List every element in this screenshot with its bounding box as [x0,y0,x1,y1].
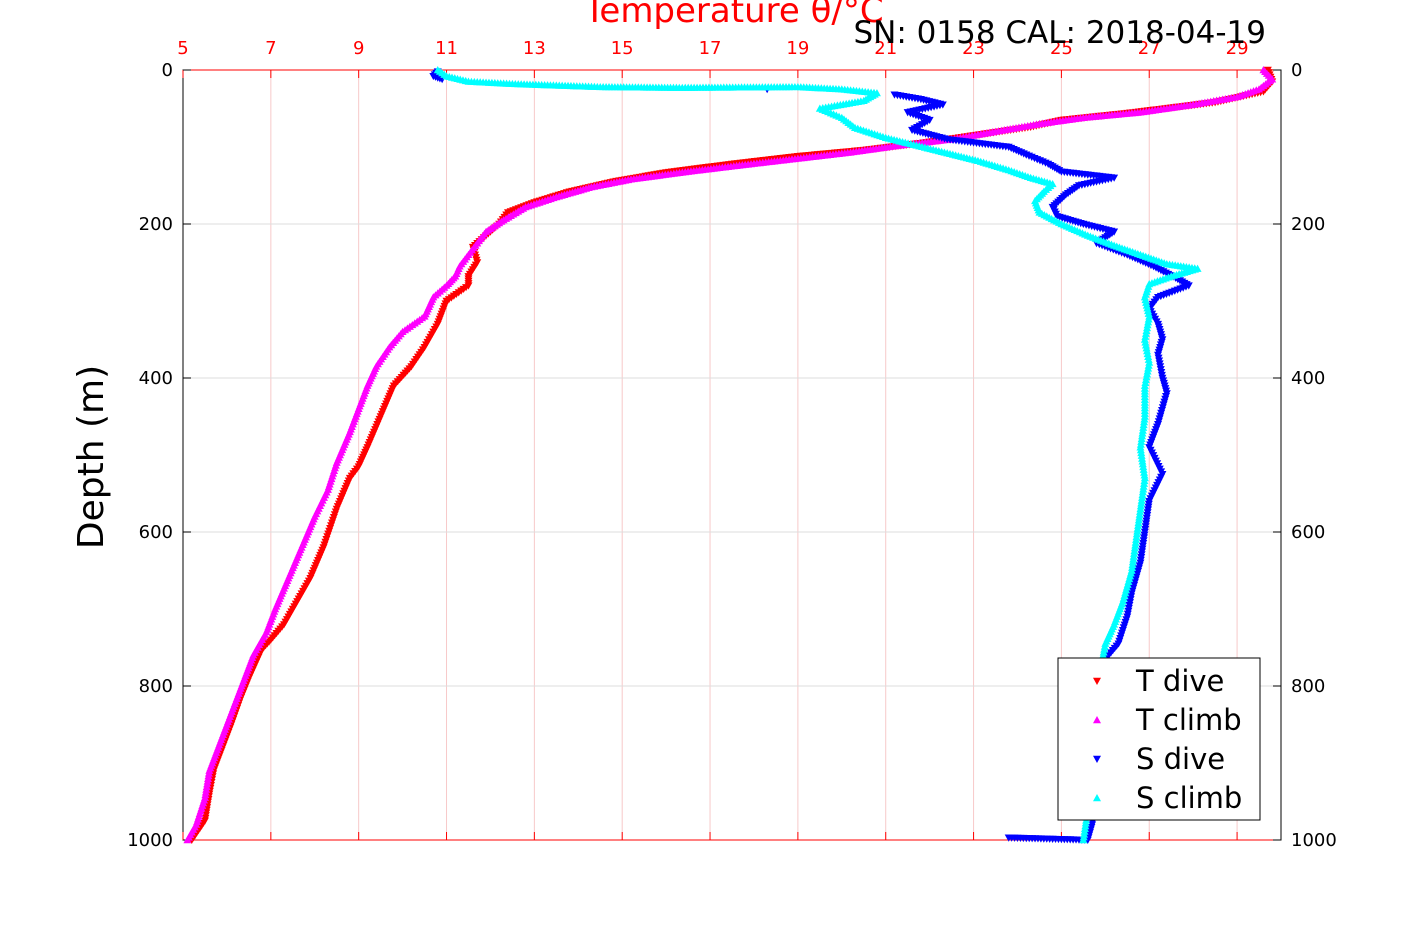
data-point [1143,367,1152,375]
y-tick-label-left: 800 [139,676,173,697]
data-point [1141,341,1150,349]
data-point [1145,358,1154,366]
x-tick-label: 23 [962,38,985,59]
y-tick-label-right: 600 [1291,522,1325,543]
x-tick-label: 25 [1050,38,1073,59]
y-axis-label: Depth (m) [71,365,112,549]
x-tick-label: 15 [611,38,634,59]
y-axis-ticks: 0 0 200 200 400 400 600 600 800 800 1000 1000 [127,60,1337,851]
data-point [1144,318,1153,326]
y-tick-label-left: 1000 [127,830,173,851]
data-point [1144,355,1153,363]
data-point [1141,375,1150,384]
x-tick-label: 19 [786,38,809,59]
data-point [1141,329,1150,337]
legend-label: T climb [1135,703,1242,737]
y-tick-label-right: 200 [1291,214,1325,235]
legend: T dive T climb S dive S climb [1057,657,1261,821]
chart-title: Temperature θ/°C [583,0,883,31]
y-tick-label-right: 400 [1291,368,1325,389]
data-point [1141,378,1150,387]
y-tick-label-right: 800 [1291,676,1325,697]
legend-label: T dive [1135,664,1224,698]
data-point [1100,645,1109,653]
x-tick-label: 9 [353,38,364,59]
data-point [1144,315,1153,323]
y-tick-label-left: 600 [139,522,173,543]
legend-marker [1093,677,1101,685]
data-point [1144,361,1153,369]
data-point [1145,312,1154,320]
data-point [1143,323,1152,332]
data-point [1099,648,1108,656]
legend-marker [1093,716,1101,724]
legend-marker [1093,755,1101,763]
x-axis-ticks: 5 7 9 11 13 15 17 19 21 23 25 27 29 [177,38,1249,840]
data-point [1099,651,1108,659]
x-tick-label: 13 [523,38,546,59]
data-point [1144,364,1153,372]
data-point [1140,335,1149,343]
data-point [1143,370,1152,378]
y-tick-label-right: 0 [1291,60,1302,81]
data-point [1101,639,1110,647]
x-tick-label: 29 [1226,38,1249,59]
legend-marker [1093,794,1101,802]
data-point [1143,347,1152,355]
x-tick-label: 17 [699,38,722,59]
data-point [183,836,192,844]
x-tick-label: 27 [1138,38,1161,59]
data-point [1142,344,1151,352]
legend-label: S climb [1136,781,1242,815]
y-tick-label-left: 0 [162,60,173,81]
x-tick-label: 11 [435,38,458,59]
chart-subtitle: SN: 0158 CAL: 2018-04-19 [854,15,1267,51]
data-point [1079,836,1088,844]
data-point [1100,642,1109,650]
x-tick-label: 5 [177,38,188,59]
data-point [1143,349,1152,358]
data-point [1141,332,1150,340]
x-tick-label: 7 [265,38,276,59]
data-point [1142,326,1151,335]
legend-box [1057,657,1261,821]
data-point [1141,338,1150,346]
data-point [1144,352,1153,361]
data-point [1142,373,1151,381]
x-tick-label: 21 [874,38,897,59]
y-tick-label-right: 1000 [1291,830,1337,851]
legend-label: S dive [1136,742,1225,776]
data-point [1143,321,1152,329]
y-tick-label-left: 400 [139,368,173,389]
y-tick-label-left: 200 [139,214,173,235]
data-point [1004,834,1013,842]
